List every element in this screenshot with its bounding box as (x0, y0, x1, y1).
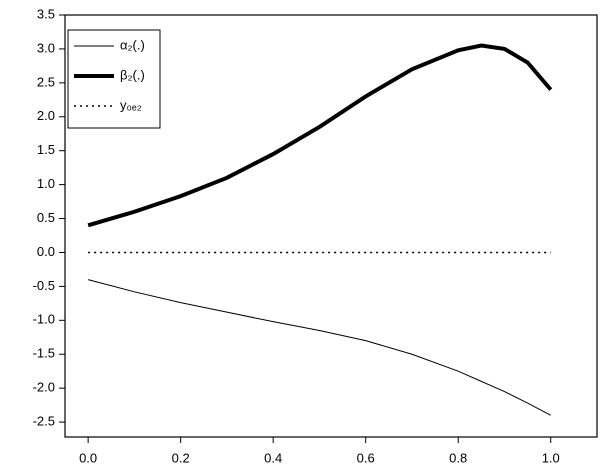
plot-frame (64, 14, 598, 438)
legend-label: α₂(.) (120, 37, 145, 52)
y-tick-label: 1.0 (37, 176, 55, 191)
y-tick-label: 2.0 (37, 108, 55, 123)
y-tick-label: -1.0 (33, 312, 55, 327)
y-tick-label: 0.5 (37, 210, 55, 225)
y-tick-label: 1.5 (37, 142, 55, 157)
x-tick-label: 0.0 (79, 450, 97, 465)
y-tick-label: -2.0 (33, 380, 55, 395)
x-tick-label: 0.4 (264, 450, 282, 465)
x-tick-label: 1.0 (542, 450, 560, 465)
x-tick-label: 0.6 (357, 450, 375, 465)
series-line (88, 279, 551, 416)
y-tick-label: -0.5 (33, 278, 55, 293)
legend-label: β₂(.) (120, 67, 145, 82)
series-line (87, 43, 553, 228)
y-tick-label: -2.5 (33, 414, 55, 429)
y-tick-label: -1.5 (33, 346, 55, 361)
legend-box (67, 29, 161, 129)
y-tick-label: 0.0 (37, 244, 55, 259)
y-tick-label: 2.5 (37, 74, 55, 89)
x-tick-label: 0.2 (172, 450, 190, 465)
x-tick-label: 0.8 (449, 450, 467, 465)
y-tick-label: 3.0 (37, 40, 55, 55)
y-tick-label: 3.5 (37, 6, 55, 21)
legend-label: y₀ₑ₂ (120, 97, 142, 112)
